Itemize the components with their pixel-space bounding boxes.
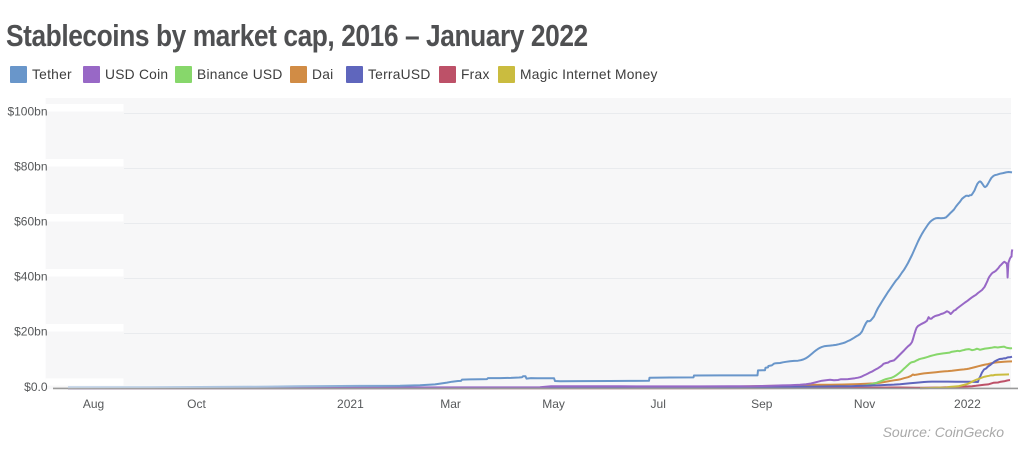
svg-text:Mar: Mar <box>440 397 461 411</box>
svg-text:$40bn: $40bn <box>14 270 47 284</box>
svg-text:Jul: Jul <box>651 397 666 411</box>
svg-text:$100bn: $100bn <box>7 105 47 119</box>
svg-text:May: May <box>542 397 565 411</box>
svg-text:Oct: Oct <box>187 397 206 411</box>
svg-text:Sep: Sep <box>751 397 773 411</box>
svg-text:Nov: Nov <box>854 397 875 411</box>
svg-text:2021: 2021 <box>337 397 364 411</box>
svg-text:$0.0: $0.0 <box>24 380 48 394</box>
svg-text:Aug: Aug <box>83 397 104 411</box>
svg-text:$60bn: $60bn <box>14 215 47 229</box>
svg-text:$20bn: $20bn <box>14 325 47 339</box>
svg-text:$80bn: $80bn <box>14 160 47 174</box>
svg-text:2022: 2022 <box>954 397 981 411</box>
